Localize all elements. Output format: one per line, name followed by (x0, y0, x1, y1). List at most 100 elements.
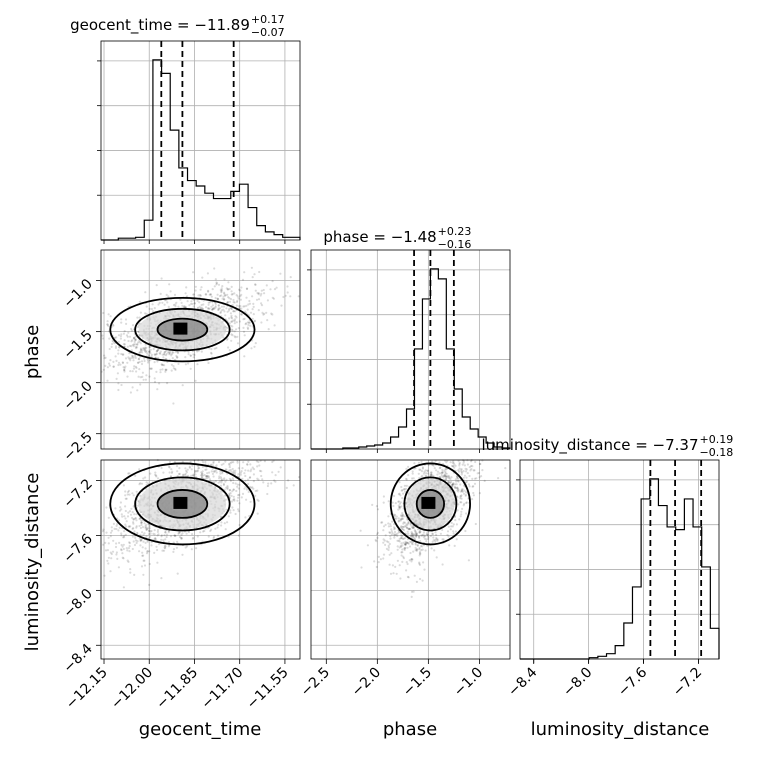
sample-point (200, 476, 204, 479)
sample-point (405, 523, 408, 526)
sample-point (122, 484, 125, 487)
sample-point (422, 472, 426, 475)
sample-point (234, 336, 237, 339)
sample-point (382, 525, 386, 528)
sample-point (425, 540, 428, 543)
sample-point (215, 283, 218, 286)
sample-point (220, 294, 223, 297)
sample-point (376, 533, 379, 536)
sample-point (447, 481, 450, 484)
sample-point (125, 334, 129, 337)
sample-point (148, 562, 151, 566)
sample-point (424, 469, 427, 472)
title-plus-geocent_time: +0.17 (251, 13, 285, 26)
sample-point (148, 375, 151, 378)
sample-point (260, 292, 263, 295)
sample-point (191, 474, 195, 477)
sample-point (459, 490, 462, 493)
sample-point (414, 467, 417, 470)
sample-point (223, 310, 226, 313)
sample-point (450, 464, 454, 467)
sample-point (220, 479, 223, 482)
hist-panel-phase (307, 249, 511, 453)
sample-point (393, 534, 396, 537)
sample-point (108, 337, 111, 340)
sample-point (143, 349, 146, 352)
sample-point (156, 528, 160, 532)
sample-point (165, 293, 168, 296)
sample-point (190, 468, 193, 471)
sample-point (430, 473, 433, 476)
sample-point (230, 461, 233, 464)
sample-point (403, 488, 406, 491)
sample-point (238, 493, 241, 496)
sample-point (421, 545, 424, 548)
sample-point (404, 543, 407, 546)
sample-point (108, 347, 111, 351)
sample-point (193, 302, 196, 305)
sample-point (438, 475, 441, 479)
sample-point (201, 276, 204, 279)
sample-point (431, 463, 434, 467)
sample-point (226, 301, 229, 304)
sample-point (138, 524, 141, 528)
sample-point (375, 565, 378, 569)
sample-point (403, 537, 407, 540)
sample-point (228, 477, 231, 480)
sample-point (246, 326, 249, 329)
sample-point (460, 470, 463, 473)
sample-point (199, 293, 202, 297)
sample-point (452, 523, 455, 526)
sample-point (125, 497, 128, 500)
sample-point (445, 472, 448, 475)
sample-point (453, 463, 456, 466)
sample-point (146, 550, 149, 553)
sample-point (401, 551, 404, 554)
sample-point (417, 461, 421, 464)
sample-point (217, 307, 220, 310)
sample-point (129, 357, 132, 360)
sample-point (213, 347, 216, 350)
sample-point (203, 473, 206, 477)
sample-point (172, 351, 175, 354)
sample-point (144, 346, 147, 349)
sample-point (181, 384, 184, 387)
sample-point (453, 544, 456, 548)
sample-point (266, 492, 269, 496)
sample-point (236, 483, 239, 486)
sample-point (279, 466, 282, 469)
sample-point (208, 293, 211, 296)
sample-point (126, 361, 129, 364)
sample-point (282, 295, 285, 299)
sample-point (226, 337, 229, 340)
sample-point (138, 468, 141, 471)
sample-point (156, 360, 159, 363)
sample-point (214, 303, 217, 306)
sample-point (422, 561, 425, 564)
sample-point (388, 531, 391, 534)
sample-point (125, 525, 128, 528)
sample-point (413, 574, 416, 577)
sample-point (447, 480, 450, 483)
sample-point (110, 552, 113, 556)
sample-point (155, 545, 158, 548)
sample-point (406, 575, 409, 579)
sample-point (120, 543, 123, 547)
sample-point (189, 460, 192, 464)
sample-point (240, 313, 243, 316)
sample-point (124, 490, 127, 493)
sample-point (402, 492, 405, 495)
sample-point (185, 286, 188, 289)
sample-point (243, 305, 246, 308)
sample-point (471, 485, 474, 488)
sample-point (230, 328, 233, 331)
sample-point (230, 290, 233, 293)
sample-point (457, 488, 460, 491)
sample-point (127, 472, 130, 475)
sample-point (400, 542, 403, 545)
sample-point (183, 473, 186, 476)
sample-point (418, 468, 421, 471)
sample-point (176, 540, 179, 543)
sample-point (229, 462, 232, 465)
sample-point (206, 272, 209, 275)
